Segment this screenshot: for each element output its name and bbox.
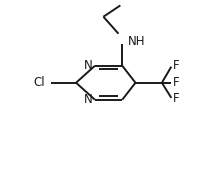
Text: N: N <box>84 59 93 72</box>
Text: F: F <box>173 59 180 72</box>
Text: F: F <box>173 92 180 105</box>
Text: Cl: Cl <box>33 76 45 89</box>
Text: N: N <box>84 93 93 106</box>
Text: NH: NH <box>128 35 145 48</box>
Text: F: F <box>173 76 180 89</box>
